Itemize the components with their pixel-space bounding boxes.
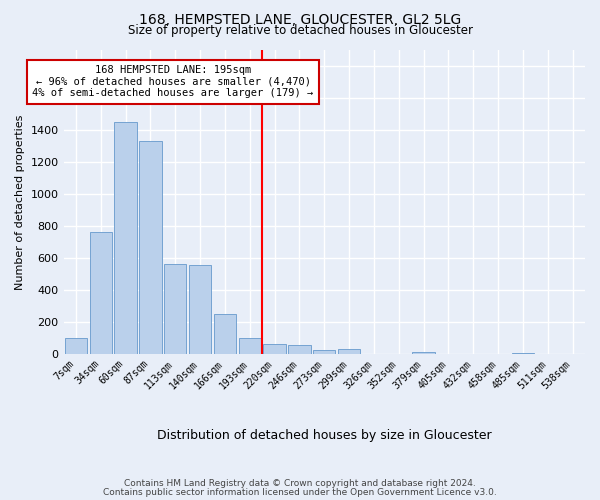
Text: 168, HEMPSTED LANE, GLOUCESTER, GL2 5LG: 168, HEMPSTED LANE, GLOUCESTER, GL2 5LG bbox=[139, 12, 461, 26]
Text: Size of property relative to detached houses in Gloucester: Size of property relative to detached ho… bbox=[128, 24, 473, 37]
Bar bbox=[65, 338, 87, 354]
Text: Contains HM Land Registry data © Crown copyright and database right 2024.: Contains HM Land Registry data © Crown c… bbox=[124, 478, 476, 488]
Bar bbox=[239, 338, 261, 354]
Bar bbox=[139, 141, 161, 354]
X-axis label: Distribution of detached houses by size in Gloucester: Distribution of detached houses by size … bbox=[157, 430, 491, 442]
Y-axis label: Number of detached properties: Number of detached properties bbox=[15, 114, 25, 290]
Bar bbox=[338, 350, 360, 354]
Bar bbox=[313, 350, 335, 354]
Bar bbox=[164, 264, 187, 354]
Bar bbox=[189, 265, 211, 354]
Bar bbox=[512, 353, 534, 354]
Bar bbox=[115, 122, 137, 354]
Bar bbox=[263, 344, 286, 354]
Bar bbox=[89, 232, 112, 354]
Bar bbox=[288, 346, 311, 354]
Bar bbox=[214, 314, 236, 354]
Text: Contains public sector information licensed under the Open Government Licence v3: Contains public sector information licen… bbox=[103, 488, 497, 497]
Bar bbox=[412, 352, 435, 354]
Text: 168 HEMPSTED LANE: 195sqm
← 96% of detached houses are smaller (4,470)
4% of sem: 168 HEMPSTED LANE: 195sqm ← 96% of detac… bbox=[32, 65, 314, 98]
